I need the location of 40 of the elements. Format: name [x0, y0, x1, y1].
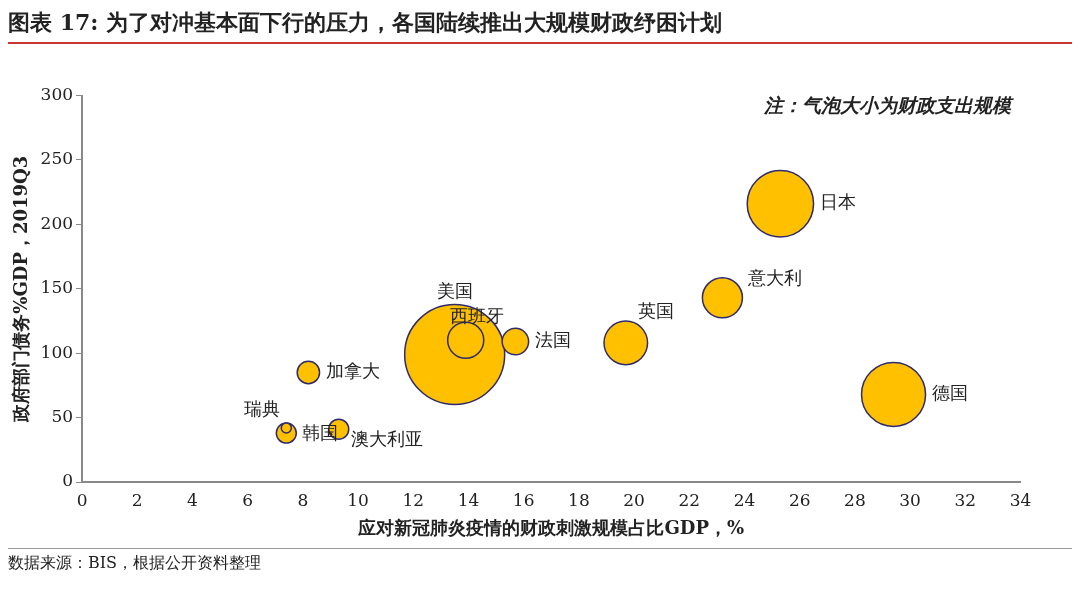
series-label: 英国	[638, 300, 675, 322]
y-axis-title: 政府部门债务%GDP，2019Q3	[10, 155, 32, 423]
series-label: 加拿大	[325, 360, 380, 382]
x-tick-label: 2	[131, 489, 143, 510]
y-tick-label: 150	[40, 277, 74, 298]
x-tick-label: 34	[1009, 489, 1032, 510]
series-label: 日本	[819, 191, 856, 213]
x-tick-label: 4	[187, 489, 198, 510]
x-tick-label: 30	[899, 489, 921, 510]
x-tick-label: 26	[788, 489, 811, 510]
series-label: 瑞典	[244, 397, 281, 419]
x-tick-label: 8	[297, 489, 309, 510]
series-label: 德国	[931, 382, 968, 404]
x-tick-label: 16	[512, 489, 535, 510]
x-tick-label: 28	[844, 489, 866, 510]
y-tick-label: 250	[40, 148, 74, 169]
x-tick-label: 24	[733, 489, 756, 510]
x-axis-title: 应对新冠肺炎疫情的财政刺激规模占比GDP，%	[357, 516, 745, 538]
series-label: 法国	[534, 329, 571, 351]
chart-title: 图表 17: 为了对冲基本面下行的压力，各国陆续推出大规模财政纾困计划	[8, 8, 1072, 44]
y-tick-label: 300	[40, 83, 74, 104]
y-tick-label: 50	[51, 406, 74, 427]
x-tick-label: 12	[402, 489, 425, 510]
annotation: 注：气泡大小为财政支出规模	[762, 93, 1014, 116]
x-tick-label: 14	[457, 489, 480, 510]
y-tick-label: 200	[40, 212, 74, 233]
y-tick-label: 0	[62, 470, 74, 491]
x-tick-label: 0	[76, 489, 88, 510]
x-tick-label: 10	[347, 489, 369, 510]
x-tick-label: 6	[242, 489, 254, 510]
series-label: 美国	[436, 279, 473, 301]
series-label: 西班牙	[449, 304, 504, 326]
x-tick-label: 18	[568, 489, 590, 510]
y-tick-label: 100	[40, 341, 74, 362]
x-tick-label: 20	[623, 489, 645, 510]
source-note: 数据来源：BIS，根据公开资料整理	[8, 548, 1072, 574]
series-label: 澳大利亚	[350, 427, 423, 449]
x-tick-label: 32	[954, 489, 977, 510]
x-tick-label: 22	[678, 489, 701, 510]
series-label: 意大利	[747, 267, 803, 289]
